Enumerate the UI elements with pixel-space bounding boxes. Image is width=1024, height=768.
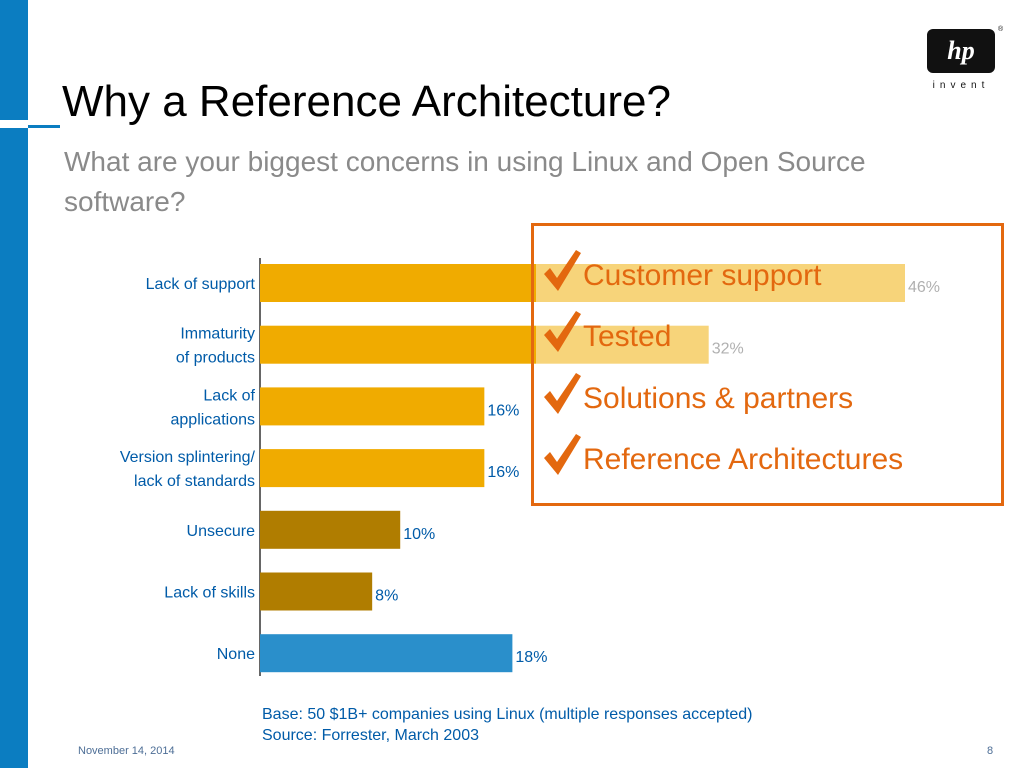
category-label-6: None	[217, 646, 255, 663]
bar-0	[260, 264, 536, 302]
blue-accent-bar-bottom	[0, 128, 28, 768]
category-label-3-line-0: Version splintering/	[120, 449, 256, 466]
category-label-1-line-1: of products	[176, 350, 255, 367]
category-label-4: Unsecure	[187, 523, 256, 540]
value-label-2: 16%	[487, 402, 519, 419]
value-label-5: 8%	[375, 588, 398, 605]
hp-logo-tagline: invent	[932, 80, 990, 91]
slide-subtitle: What are your biggest concerns in using …	[64, 146, 866, 217]
bar-0-highlight	[536, 264, 905, 302]
checkmark-icon	[544, 373, 581, 414]
hp-logo-mark: hp	[947, 36, 975, 65]
checkmark-icon	[544, 434, 581, 475]
checklist-item-1: Tested	[541, 309, 671, 355]
category-label-3: Version splintering/lack of standards	[120, 449, 256, 490]
blue-accent-bar-top	[0, 0, 28, 120]
value-label-6: 18%	[515, 649, 547, 666]
registered-mark: ®	[998, 26, 1004, 33]
value-label-4: 10%	[403, 526, 435, 543]
footnote-base: Base: 50 $1B+ companies using Linux (mul…	[262, 706, 753, 723]
category-label-2-line-0: Lack of	[203, 387, 255, 404]
checklist-item-label: Solutions & partners	[583, 382, 854, 415]
page-number: 8	[987, 745, 994, 757]
category-label-5: Lack of skills	[164, 585, 255, 602]
value-label-0: 46%	[908, 279, 940, 296]
checklist-item-2: Solutions & partners	[541, 371, 853, 417]
value-label-3: 16%	[487, 464, 519, 481]
slide-title: Why a Reference Architecture?	[62, 77, 671, 126]
category-label-6-line-0: None	[217, 646, 255, 663]
category-label-1-line-0: Immaturity	[180, 326, 255, 343]
bar-3	[260, 449, 485, 488]
footer-date: November 14, 2014	[78, 745, 175, 757]
callout-box	[531, 223, 1004, 506]
hp-logo-badge	[927, 29, 995, 73]
checkmark-icon	[544, 311, 581, 352]
bar-5	[260, 572, 373, 611]
category-label-2-line-1: applications	[171, 411, 256, 428]
category-label-0: Lack of support	[146, 276, 256, 293]
title-accent-rule	[28, 125, 60, 128]
category-label-5-line-0: Lack of skills	[164, 585, 255, 602]
bar-4	[260, 510, 401, 549]
checklist-item-label: Tested	[583, 320, 672, 353]
hp-logo: hp ®	[927, 26, 1003, 73]
bar-6	[260, 634, 513, 673]
bar-2	[260, 387, 485, 426]
value-label-1: 32%	[712, 341, 744, 358]
footnote-source: Source: Forrester, March 2003	[262, 727, 479, 744]
checklist-item-label: Reference Architectures	[583, 443, 904, 476]
category-label-4-line-0: Unsecure	[187, 523, 256, 540]
checklist-item-0: Customer support	[541, 248, 821, 294]
checkmark-icon	[544, 250, 581, 291]
category-label-0-line-0: Lack of support	[146, 276, 256, 293]
category-label-2: Lack of applications	[171, 387, 256, 428]
checklist-item-label: Customer support	[583, 259, 822, 292]
category-label-3-line-1: lack of standards	[134, 473, 255, 490]
checklist-item-3: Reference Architectures	[541, 432, 903, 478]
category-label-1: Immaturity of products	[176, 326, 255, 367]
bar-1	[260, 325, 536, 364]
chart-footnote: Base: 50 $1B+ companies using Linux (mul…	[262, 704, 822, 746]
